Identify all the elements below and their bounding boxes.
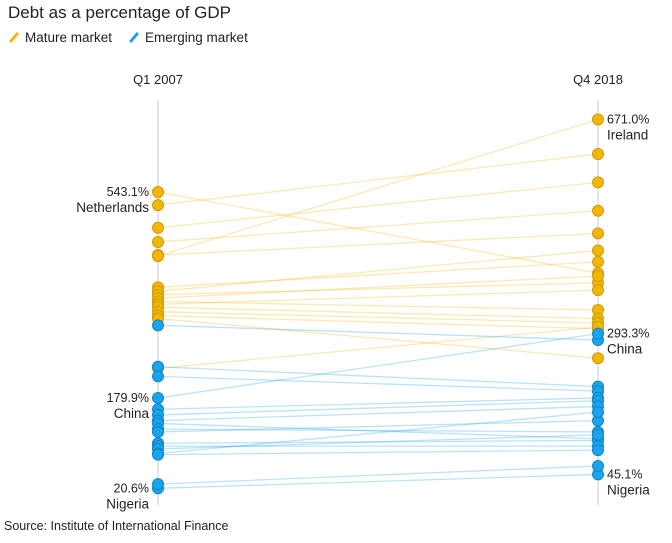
slope-line-27 xyxy=(157,439,599,444)
slope-line-25 xyxy=(157,428,599,433)
legend-label-emerging: Emerging market xyxy=(145,30,248,45)
slope-line-18 xyxy=(157,366,599,388)
slope-line-26 xyxy=(157,419,599,433)
slope-line-30 xyxy=(157,411,599,455)
slope-line-7 xyxy=(157,249,599,292)
legend-label-mature: Mature market xyxy=(25,30,113,45)
dot-2018-3 xyxy=(592,204,604,217)
slope-line-23 xyxy=(157,405,599,422)
dot-2007-20 xyxy=(152,391,164,404)
dot-2007-0 xyxy=(152,185,164,198)
slope-line-2 xyxy=(157,181,599,229)
dot-2007-19 xyxy=(152,370,164,383)
slope-line-4 xyxy=(157,232,599,256)
dot-2018-9 xyxy=(592,269,604,282)
label-name-left-china: China xyxy=(114,406,150,421)
label-value-left-nigeria: 20.6% xyxy=(114,481,149,495)
slope-line-8 xyxy=(157,282,599,296)
legend: Mature market Emerging market xyxy=(8,30,248,45)
dot-2007-1 xyxy=(152,199,164,212)
dot-2018-30 xyxy=(592,406,604,419)
dot-2018-4 xyxy=(592,227,604,240)
dot-2018-29 xyxy=(592,428,604,441)
dot-2018-20 xyxy=(592,327,604,340)
slope-line-1 xyxy=(157,153,599,206)
slope-line-17 xyxy=(157,324,599,341)
dot-2018-15 xyxy=(592,352,604,365)
label-name-left-netherlands: Netherlands xyxy=(76,200,149,215)
dot-2007-31 xyxy=(152,448,164,461)
label-name-left-nigeria: Nigeria xyxy=(106,496,149,511)
slope-line-16 xyxy=(157,326,599,370)
label-name-right-ireland: Ireland xyxy=(607,127,648,142)
dot-2007-2 xyxy=(152,221,164,234)
slope-line-19 xyxy=(157,375,599,392)
dot-2018-31 xyxy=(592,444,604,457)
dot-2018-5 xyxy=(592,113,604,126)
slope-line-22 xyxy=(157,400,599,416)
label-value-right-china: 293.3% xyxy=(607,327,649,341)
slope-line-9 xyxy=(157,275,599,299)
label-value-left-netherlands: 543.1% xyxy=(107,185,149,199)
slope-line-33 xyxy=(157,465,599,485)
legend-item-mature: Mature market xyxy=(8,30,112,45)
dot-2007-5 xyxy=(152,250,164,263)
slope-line-20 xyxy=(157,333,599,399)
slope-line-31 xyxy=(157,449,599,456)
legend-item-emerging: Emerging market xyxy=(128,30,248,45)
dot-2007-17 xyxy=(152,319,164,332)
slope-line-12 xyxy=(157,306,599,320)
slope-line-0 xyxy=(157,191,599,274)
slope-line-21 xyxy=(157,397,599,410)
label-value-left-china: 179.9% xyxy=(107,391,149,405)
chart-title: Debt as a percentage of GDP xyxy=(8,3,232,22)
slope-line-6 xyxy=(157,261,599,288)
slope-line-15 xyxy=(157,317,599,359)
dot-2018-7 xyxy=(592,244,604,257)
slope-line-32 xyxy=(157,473,599,489)
source-note: Source: Institute of International Finan… xyxy=(4,519,229,533)
label-value-right-ireland: 671.0% xyxy=(607,112,649,126)
label-name-right-nigeria: Nigeria xyxy=(607,482,650,497)
dot-2007-33 xyxy=(152,478,164,491)
x-label-right: Q4 2018 xyxy=(573,72,623,87)
dot-2018-6 xyxy=(592,255,604,268)
dot-2018-33 xyxy=(592,459,604,472)
slope-line-14 xyxy=(157,315,599,330)
slope-line-24 xyxy=(157,422,599,440)
slope-line-13 xyxy=(157,311,599,324)
slope-line-11 xyxy=(157,289,599,305)
dot-2018-1 xyxy=(592,148,604,161)
x-label-left: Q1 2007 xyxy=(133,72,183,87)
label-value-right-nigeria: 45.1% xyxy=(607,467,642,481)
dot-2007-26 xyxy=(152,425,164,438)
slope-line-5 xyxy=(157,118,599,257)
dot-2007-3 xyxy=(152,235,164,248)
slope-line-10 xyxy=(157,300,599,311)
dot-2018-11 xyxy=(592,284,604,297)
slope-line-3 xyxy=(157,210,599,243)
slope-line-29 xyxy=(157,434,599,450)
dot-2018-2 xyxy=(592,176,604,189)
label-name-right-china: China xyxy=(607,342,643,357)
